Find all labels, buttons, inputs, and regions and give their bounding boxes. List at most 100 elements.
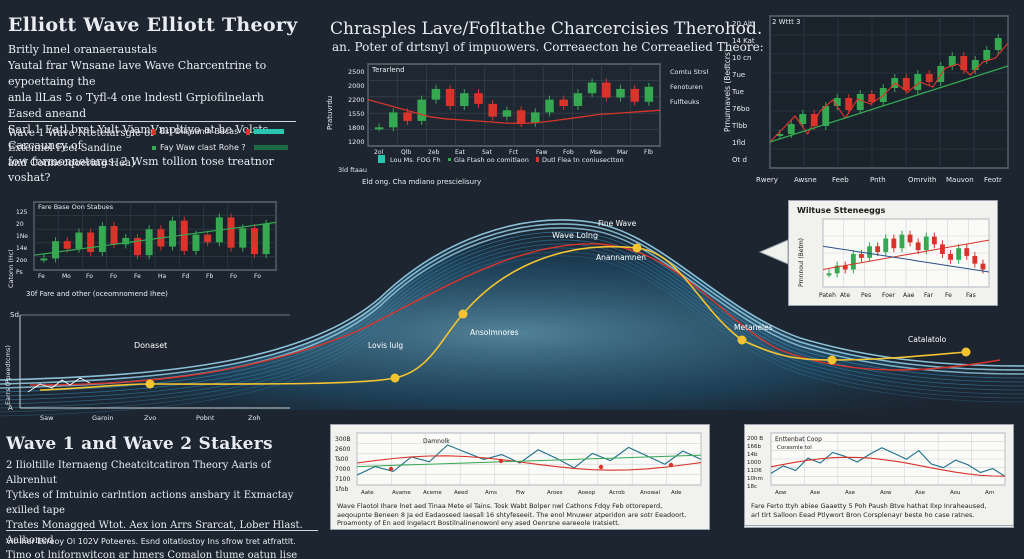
candle-candle — [488, 103, 497, 117]
caption-line: aeqoupnte Beneen 8 Ja ed Eadaoseed Iaesa… — [337, 510, 687, 519]
y-tick-label: 125 — [16, 209, 28, 216]
candle-candle — [948, 56, 956, 66]
x-tick-label: Ase — [810, 490, 821, 496]
wave-stroke — [0, 239, 1024, 401]
y-tick-label: 1fob — [335, 486, 349, 493]
caption-line: Wave Flaotol Ihare lnet aed Tinaa Mete e… — [337, 502, 663, 510]
candle-candle — [644, 86, 654, 102]
chart-top-right-svg: 20 Alt 14 Kat 10 cn 7ue Tue 76bo Tlbb 1fld Ot d P… — [723, 15, 1009, 184]
marker-point — [598, 464, 604, 470]
chart-footer: 30f Fare and other (oceomnomend Ihee) — [26, 290, 168, 298]
y-tick-label: 2600 — [335, 446, 350, 453]
candle-candle — [502, 110, 512, 117]
bar-candle — [63, 241, 71, 249]
legend-swatch — [536, 157, 539, 162]
bar-candle — [52, 241, 60, 259]
bar-candle — [169, 220, 177, 247]
footer-left: 3ld ftaau — [338, 166, 367, 174]
section-line: Timo ot lnifornwitcon ar hmers Comalon t… — [6, 550, 298, 559]
x-tick-label: Mo — [62, 273, 71, 280]
x-tick-label: Zvo — [144, 414, 156, 422]
x-tick-label: Aow — [880, 490, 892, 496]
chart-bottom-right-svg: Enttenbat Coop Corasmle tol 200 B 166b 14b 10… — [747, 432, 1006, 496]
wave-point — [458, 309, 468, 319]
x-tick-label: Fb — [206, 273, 213, 280]
red-trend-line — [822, 239, 990, 270]
wave-stroke — [0, 231, 1024, 393]
wave-point — [961, 347, 971, 357]
wave-point — [390, 373, 400, 383]
candle-candle — [822, 106, 830, 126]
x-tick-label: Ase — [915, 490, 926, 496]
candle-candle — [907, 234, 913, 243]
y-tick-label: 1200 — [348, 138, 365, 146]
candle-candle — [516, 110, 526, 124]
x-tick-label: Fe — [134, 273, 141, 280]
y-axis-label: Earrs (Ppeedtcms) — [4, 345, 12, 405]
y-tick-label: 10hm — [747, 476, 763, 482]
note-line: Wave 1 Wave Ntetelarsgle of — [8, 128, 154, 139]
page-title: Elliott Wave Elliott Theory — [8, 14, 298, 36]
candle-candle — [868, 94, 876, 102]
legend-b-label: Fay Waw clast Rohe ? — [160, 143, 246, 152]
y-tick-label: 1000 — [747, 460, 761, 466]
y-tick-label: 2200 — [348, 96, 365, 104]
page-subtitle: Britly lnnel oranaeraustals — [8, 43, 157, 56]
candle-candle — [964, 248, 970, 256]
x-tick-label: Aeed — [454, 490, 468, 496]
legend-label: Lou Ms. FOG Fh — [390, 156, 441, 164]
marker-point — [388, 466, 394, 472]
green-trend-line — [356, 454, 702, 468]
x-tick-label: Fo — [110, 273, 117, 280]
candle-candle — [931, 236, 937, 245]
average-line — [367, 98, 661, 125]
bar-candle — [110, 226, 118, 245]
candle-candle — [856, 94, 864, 110]
x-tick-label: Qlb — [401, 149, 411, 156]
candle-candle — [960, 56, 968, 70]
y-tick-label: 10 cn — [732, 54, 751, 62]
candle-candle — [602, 82, 611, 98]
sub-label: Corasmle tol — [777, 445, 812, 451]
x-tick-label: Fo — [86, 273, 93, 280]
x-tick-label: Mse — [590, 149, 602, 156]
x-tick-label: Aae — [903, 292, 915, 299]
squiggle-line — [27, 377, 91, 393]
yellow-wave-line — [39, 245, 967, 391]
candle-candle — [842, 265, 848, 270]
x-tick-label: Fo — [230, 273, 237, 280]
candle-candle — [867, 246, 872, 258]
x-tick-label: Faw — [536, 149, 548, 156]
price-line — [356, 444, 702, 476]
wave-illustration: Sd A Earrs (Ppeedtcms) Saw Garoin Zvo Pobnt Zoh… — [0, 180, 1024, 430]
candle-candle — [531, 112, 540, 124]
x-tick-label: Mauvon — [946, 176, 974, 184]
candle-candle — [850, 254, 856, 270]
legend-swatch — [448, 158, 451, 161]
x-tick-label: Garoin — [92, 414, 113, 422]
chart-center-top: Terarlend 2500 2000 2200 1550 1800 1200 Pratuvr… — [318, 58, 710, 188]
wave-point — [145, 379, 155, 389]
candle-candle — [630, 88, 639, 102]
candle-candle — [925, 74, 933, 82]
x-tick-label: Rwery — [756, 176, 778, 184]
x-tick-label: Avame — [392, 490, 411, 496]
candle-candle — [994, 38, 1002, 50]
label-donaset: Donaset — [134, 341, 167, 350]
candle-candle — [445, 88, 455, 106]
y-tick-label: 14b — [747, 452, 758, 458]
candle-candle — [948, 254, 953, 260]
blue-trend-line — [822, 245, 990, 273]
y-tick-label: 14e — [16, 245, 28, 252]
candle-candle — [474, 93, 483, 104]
x-tick-label: Pnth — [870, 176, 886, 184]
x-tick-label: Awsne — [794, 176, 817, 184]
intro-line: Yautal frar Wnsane lave Wave Charcentrin… — [8, 59, 267, 88]
wave-stroke — [0, 251, 1024, 413]
wave-note: Wave 1 Wave Ntetelarsgle of Extennel Fee… — [8, 126, 154, 171]
section-line: Trates Monagged Wtot. Aex ion Arrs Srarc… — [6, 520, 303, 546]
wave-stroke — [0, 255, 1024, 417]
note-line: Extennel Feel Sandine — [8, 143, 122, 154]
red-marker-icon — [246, 128, 251, 135]
